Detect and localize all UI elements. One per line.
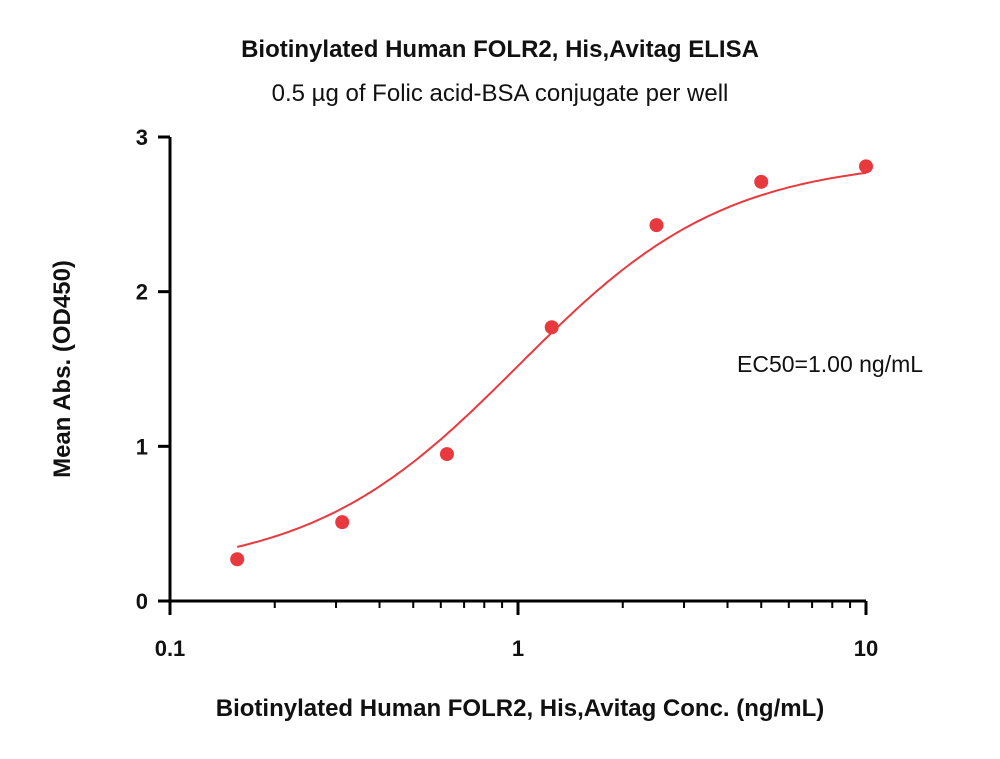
y-tick-label: 1	[136, 434, 148, 459]
ec50-annotation: EC50=1.00 ng/mL	[737, 351, 923, 377]
y-axis-label: Mean Abs. (OD450)	[49, 260, 76, 478]
tick-group: 0 1 2 3 0.1 1 10	[136, 125, 878, 661]
chart-title: Biotinylated Human FOLR2, His,Avitag ELI…	[241, 36, 759, 63]
x-tick-label: 1	[512, 636, 524, 661]
data-point	[335, 515, 350, 530]
y-tick-label: 3	[136, 125, 148, 150]
chart-subtitle: 0.5 µg of Folic acid-BSA conjugate per w…	[271, 80, 729, 107]
x-tick-label: 10	[854, 636, 878, 661]
data-point	[439, 447, 454, 462]
data-point	[754, 174, 769, 189]
data-points	[230, 159, 873, 567]
x-tick-label: 0.1	[155, 636, 186, 661]
data-point	[230, 552, 245, 567]
y-tick-label: 0	[136, 589, 148, 614]
x-axis-label: Biotinylated Human FOLR2, His,Avitag Con…	[216, 695, 824, 722]
data-point	[544, 320, 559, 335]
data-point	[859, 159, 873, 174]
data-point	[649, 218, 664, 233]
y-tick-label: 2	[136, 280, 148, 305]
